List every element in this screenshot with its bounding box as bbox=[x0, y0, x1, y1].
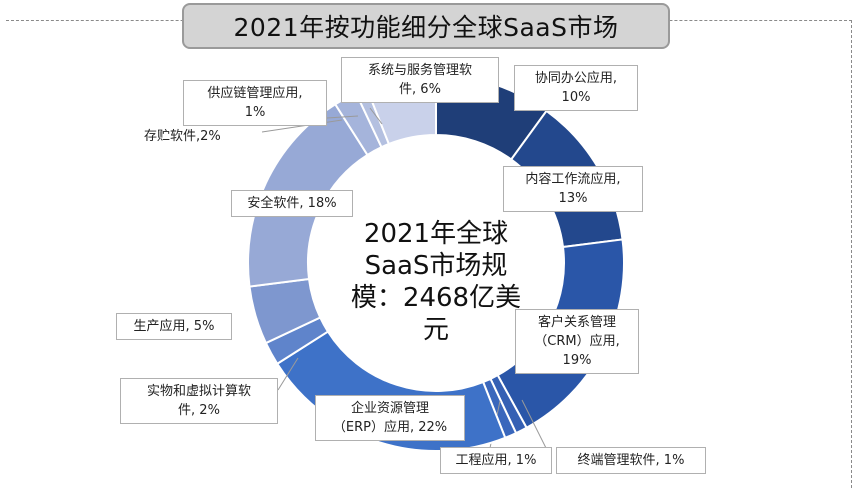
segment-label-line: 协同办公应用, bbox=[534, 71, 618, 86]
segment-label-line: 生产应用, 5% bbox=[133, 319, 215, 334]
segment-label: 实物和虚拟计算软 件, 2% bbox=[120, 378, 278, 424]
segment-label-line: 终端管理软件, 1% bbox=[577, 453, 685, 468]
segment-label: 协同办公应用, 10% bbox=[514, 65, 638, 111]
leader-line bbox=[369, 107, 383, 125]
segment-label: 生产应用, 5% bbox=[116, 313, 232, 340]
center-text: 2021年全球 SaaS市场规 模：2468亿美 元 bbox=[336, 218, 536, 346]
leader-line bbox=[521, 399, 549, 453]
segment-label-line: 企业资源管理 bbox=[350, 401, 429, 416]
segment-label: 存贮软件,2% bbox=[140, 124, 260, 149]
segment-label: 客户关系管理 （CRM）应用, 19% bbox=[515, 309, 639, 374]
segment-label: 系统与服务管理软 件, 6% bbox=[341, 57, 499, 103]
center-text-line: 模：2468亿美 bbox=[350, 283, 522, 313]
segment-label: 内容工作流应用, 13% bbox=[503, 166, 643, 212]
segment-label-line: 客户关系管理 bbox=[537, 315, 616, 330]
chart-title: 2021年按功能细分全球SaaS市场 bbox=[182, 3, 670, 49]
segment-label-line: 存贮软件,2% bbox=[144, 129, 221, 144]
segment-label-line: 10% bbox=[561, 90, 591, 105]
leader-line bbox=[277, 357, 299, 391]
segment-label: 终端管理软件, 1% bbox=[556, 447, 706, 474]
segment-label-line: （CRM）应用, bbox=[534, 334, 620, 349]
segment-label-line: 件, 6% bbox=[399, 82, 441, 97]
leader-line bbox=[326, 115, 359, 119]
segment-label: 企业资源管理 （ERP）应用, 22% bbox=[315, 395, 465, 441]
segment-label-line: 内容工作流应用, bbox=[525, 172, 621, 187]
segment-label-line: 实物和虚拟计算软 bbox=[146, 384, 251, 399]
segment-label: 工程应用, 1% bbox=[440, 447, 552, 474]
center-text-line: SaaS市场规 bbox=[364, 251, 508, 281]
segment-label-line: 19% bbox=[562, 353, 592, 368]
segment-label-line: 1% bbox=[244, 105, 266, 120]
segment-label-line: 工程应用, 1% bbox=[455, 453, 537, 468]
center-text-line: 元 bbox=[422, 315, 449, 345]
segment-label-line: 系统与服务管理软 bbox=[367, 63, 472, 78]
segment-label-line: 供应链管理应用, bbox=[207, 86, 303, 101]
segment-label-line: （ERP）应用, 22% bbox=[332, 420, 448, 435]
leader-line bbox=[261, 119, 343, 133]
segment-label-line: 安全软件, 18% bbox=[247, 196, 337, 211]
center-text-line: 2021年全球 bbox=[363, 219, 509, 249]
segment-label-line: 件, 2% bbox=[178, 403, 220, 418]
segment-label-line: 13% bbox=[558, 191, 588, 206]
segment-label: 供应链管理应用, 1% bbox=[183, 80, 327, 126]
segment-label: 安全软件, 18% bbox=[231, 190, 353, 217]
